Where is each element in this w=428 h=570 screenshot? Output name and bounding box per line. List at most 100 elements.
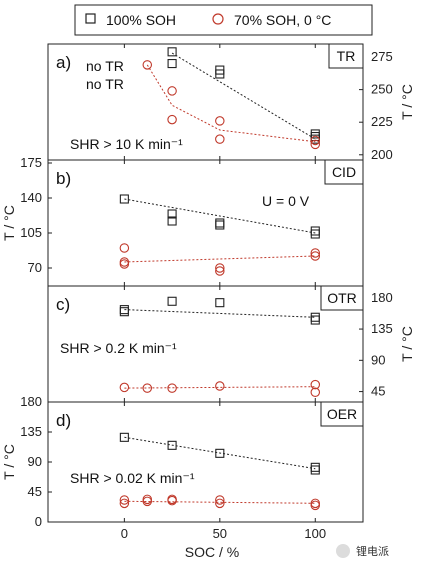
panel-tag: OER (327, 406, 357, 422)
data-point-circle (119, 259, 130, 269)
data-point-circle (310, 251, 321, 261)
data-point-circle (215, 381, 225, 391)
data-point-circle (119, 243, 130, 253)
y-tick-label: 140 (20, 190, 42, 205)
legend-label-soh70: 70% SOH, 0 °C (234, 12, 331, 28)
data-point-circle (310, 379, 321, 390)
data-point-square (167, 209, 177, 219)
panel-tag: TR (337, 48, 356, 64)
legend-label-soh100: 100% SOH (106, 12, 176, 28)
data-point-square (167, 440, 177, 450)
data-point-square (119, 307, 129, 317)
x-tick-label: 50 (213, 526, 227, 541)
data-point-circle (119, 257, 130, 267)
y-tick-label: 45 (28, 484, 42, 499)
data-point-circle (167, 383, 177, 393)
panel-tag-box (324, 159, 364, 185)
data-point-square (215, 448, 225, 458)
y-tick-label: 105 (20, 225, 42, 240)
trend-line (124, 436, 316, 470)
data-point-square (119, 432, 129, 442)
y-tick-label: 135 (20, 424, 42, 439)
y-tick-label: 70 (28, 260, 42, 275)
data-point-square (310, 229, 320, 239)
annotation: no TR (86, 58, 124, 74)
data-point-circle (310, 500, 321, 511)
panel-4: 0 45 90 135 180 T / °C d) OER 0 50 100 SHR > 0.02 K… (1, 394, 364, 541)
panel-tag: CID (332, 164, 356, 180)
data-point-circle (167, 495, 177, 506)
y-tick-label: 200 (371, 147, 393, 162)
data-point-circle (215, 116, 225, 126)
legend-circle-marker (212, 13, 224, 25)
trend-line (124, 198, 316, 234)
data-point-square (215, 220, 225, 230)
watermark-text: 锂电派 (356, 544, 389, 558)
watermark-icon (336, 544, 350, 558)
panel-tag-box (328, 43, 364, 69)
annotation: SHR > 0.2 K min⁻¹ (60, 340, 177, 356)
y-tick-label: 135 (371, 321, 393, 336)
data-point-circle (215, 263, 225, 273)
data-point-circle (142, 494, 153, 505)
data-point-circle (215, 266, 225, 276)
data-point-circle (215, 498, 225, 509)
data-point-square (310, 465, 320, 475)
x-tick-label: 0 (121, 526, 128, 541)
annotation: no TR (86, 76, 124, 92)
plot-frame (47, 159, 364, 287)
data-point-circle (310, 498, 321, 509)
data-point-circle (310, 387, 321, 398)
legend-square-marker (85, 13, 96, 24)
panel-2: 70 105 140 175 T / °C b) CID U = 0 V (1, 155, 364, 287)
data-point-circle (215, 134, 225, 144)
data-point-square (167, 296, 177, 306)
annotation: SHR > 10 K min⁻¹ (70, 136, 183, 152)
y-axis-label: T / °C (1, 444, 17, 480)
panel-tag-box (320, 401, 364, 427)
trend-line (124, 500, 316, 504)
data-point-circle (119, 382, 130, 393)
x-axis-label: SOC / % (185, 544, 239, 560)
data-point-circle (142, 496, 153, 507)
data-point-circle (167, 114, 177, 125)
panel-label: d) (56, 411, 71, 430)
y-tick-label: 275 (371, 49, 393, 64)
data-point-square (119, 305, 129, 315)
plot-frame (47, 401, 364, 523)
data-point-square (119, 194, 129, 204)
data-point-circle (119, 498, 130, 509)
x-tick-label: 100 (304, 526, 326, 541)
y-axis-label: T / °C (1, 205, 17, 241)
watermark: 锂电派 (336, 544, 389, 558)
data-point-square (215, 298, 225, 308)
panel-tag: OTR (327, 290, 357, 306)
trend-line (124, 309, 316, 318)
data-point-circle (310, 248, 321, 258)
data-point-square (167, 216, 177, 226)
trend-line (146, 64, 316, 143)
panel-label: a) (56, 53, 71, 72)
annotation: SHR > 0.02 K min⁻¹ (70, 470, 195, 486)
y-axis-label: T / °C (399, 84, 415, 120)
y-axis-label: T / °C (399, 326, 415, 362)
y-tick-label: 180 (371, 290, 393, 305)
data-point-square (310, 462, 320, 472)
legend: 100% SOH 70% SOH, 0 °C (74, 4, 373, 36)
data-point-circle (215, 495, 225, 505)
y-tick-label: 90 (28, 454, 42, 469)
data-point-square (215, 69, 225, 79)
panel-1: 200 225 250 275 T / °C a) TR no TR no TR SHR > 10… (47, 43, 415, 162)
annotation: U = 0 V (262, 193, 310, 209)
panel-label: c) (56, 295, 70, 314)
panel-3: 45 90 135 180 T / °C c) OTR SHR > 0.2 K min⁻¹ (47, 285, 415, 403)
data-point-square (215, 218, 225, 228)
y-tick-label: 250 (371, 82, 393, 97)
data-point-circle (142, 383, 153, 393)
y-tick-label: 180 (20, 394, 42, 409)
data-point-square (310, 226, 320, 236)
data-point-square (167, 47, 177, 57)
y-tick-label: 90 (371, 352, 385, 367)
y-tick-label: 175 (20, 155, 42, 170)
